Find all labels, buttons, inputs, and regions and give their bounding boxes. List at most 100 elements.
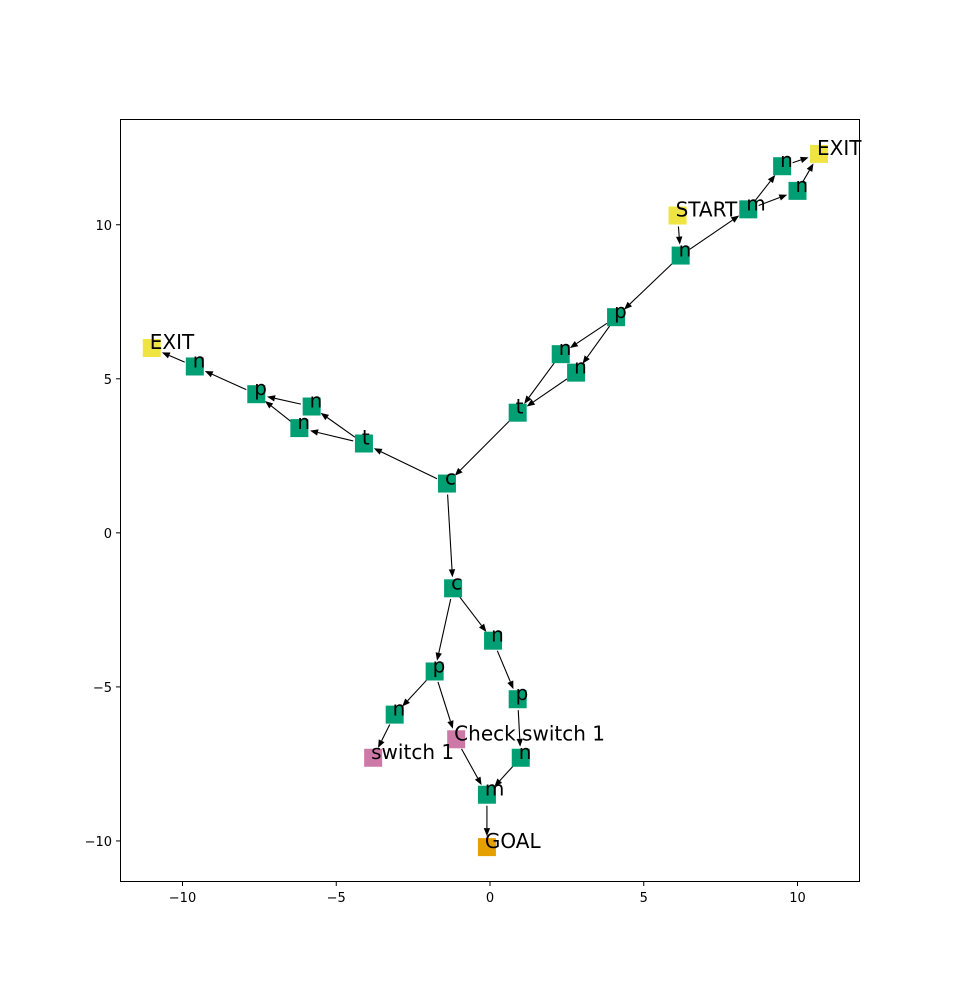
edge-arrowhead (264, 401, 274, 409)
node-marker (447, 730, 466, 749)
edge-arrowhead (569, 340, 579, 349)
node-label: t (516, 395, 524, 419)
node-marker (385, 705, 404, 724)
node-marker (739, 200, 758, 219)
node-marker (247, 385, 266, 404)
node-marker (477, 785, 496, 804)
node-label: c (451, 570, 462, 594)
edge-line (754, 180, 771, 202)
edge-line (381, 724, 391, 742)
node-label: START (676, 198, 738, 222)
edge-arrowhead (494, 778, 503, 787)
node-label: t (362, 426, 370, 450)
node-marker (511, 748, 530, 767)
node-label: n (297, 410, 310, 434)
edge-arrowhead (524, 395, 532, 404)
edge-line (270, 405, 292, 422)
node-marker (290, 419, 309, 438)
edge-line (211, 373, 247, 391)
node-label: n (393, 697, 406, 721)
y-tick-label: −10 (85, 835, 112, 850)
node-marker (142, 338, 161, 357)
node-marker (567, 363, 586, 382)
edge-line (168, 354, 185, 363)
edge-arrowhead (204, 370, 214, 378)
edge-arrowhead (435, 652, 442, 661)
node-label: n (780, 148, 793, 172)
edge-line (533, 378, 568, 403)
node-label: EXIT (150, 330, 195, 354)
node-label: GOAL (485, 829, 542, 853)
edge-line (758, 197, 780, 206)
node-marker (437, 474, 456, 493)
node-label: EXIT (817, 136, 862, 160)
edge-line (576, 322, 608, 345)
node-label: n (796, 173, 809, 197)
edge-line (461, 748, 479, 779)
edge-line (629, 262, 674, 305)
edge-line (447, 494, 453, 570)
edge-arrowhead (730, 215, 740, 223)
edge-line (517, 710, 521, 739)
y-tick-label: 0 (104, 527, 112, 542)
node-marker (671, 246, 690, 265)
edge-arrowhead (507, 680, 514, 690)
nodes-layer (142, 144, 829, 857)
edge-arrowhead (161, 352, 171, 359)
node-label: n (559, 336, 572, 360)
node-label: p (433, 653, 446, 677)
y-tick-label: 5 (104, 373, 112, 388)
edge-line (528, 362, 555, 398)
node-marker (773, 157, 792, 176)
node-marker (477, 838, 496, 857)
edge-arrowhead (479, 623, 487, 632)
edge-arrowhead (483, 828, 491, 837)
node-marker (185, 357, 204, 376)
x-axis: −10 −5 0 5 10 (169, 881, 806, 906)
edge-line (499, 765, 514, 782)
edge-line (380, 451, 438, 480)
edge-line (317, 431, 354, 442)
edge-line (802, 170, 810, 182)
edge-arrowhead (310, 429, 319, 436)
x-tick-label: 0 (486, 891, 494, 906)
node-label: switch 1 (371, 740, 454, 764)
node-label: m (485, 777, 504, 801)
edge-line (274, 397, 302, 405)
node-label: n (310, 389, 323, 413)
y-axis: −10 −5 0 5 10 (85, 219, 121, 850)
node-label: c (445, 466, 456, 490)
edge-arrowhead (320, 412, 330, 421)
edge-arrowhead (526, 399, 536, 407)
edge-line (459, 596, 482, 626)
x-tick-label: −10 (169, 891, 196, 906)
y-tick-label: −5 (93, 681, 112, 696)
node-label: n (574, 355, 587, 379)
node-label: n (519, 740, 532, 764)
edge-arrowhead (676, 236, 683, 245)
node-marker (810, 144, 829, 163)
edge-arrowhead (624, 301, 633, 310)
edge-arrowhead (799, 156, 809, 163)
node-marker (508, 690, 527, 709)
node-marker (425, 662, 444, 681)
node-label: n (679, 238, 692, 262)
node-label: n (193, 348, 206, 372)
edge-arrowhead (767, 174, 776, 184)
node-marker (551, 345, 570, 364)
node-label: n (491, 623, 504, 647)
node-label: p (614, 299, 627, 323)
edge-arrowhead (267, 395, 276, 402)
edge-line (496, 650, 511, 682)
node-label: p (516, 681, 529, 705)
node-marker (302, 397, 321, 416)
x-tick-label: −5 (327, 891, 346, 906)
edge-line (459, 420, 511, 471)
node-marker (484, 631, 503, 650)
edge-arrowhead (454, 467, 463, 476)
edge-line (407, 679, 428, 702)
edge-arrowhead (516, 738, 523, 747)
node-marker (668, 206, 687, 225)
